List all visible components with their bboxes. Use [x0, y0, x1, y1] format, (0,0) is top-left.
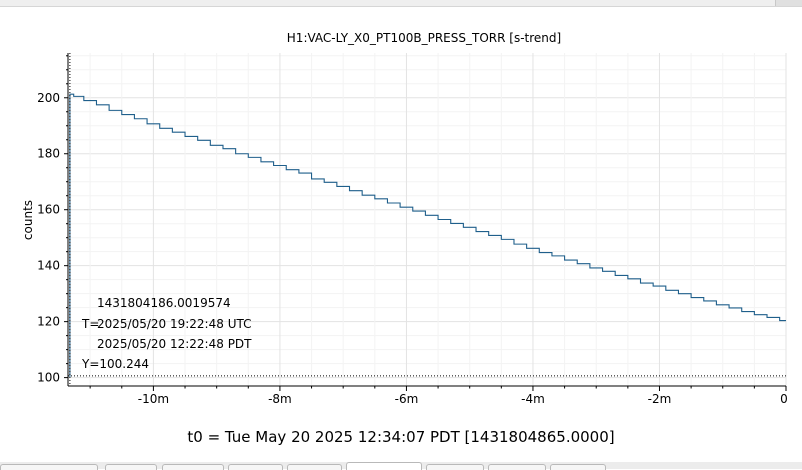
chart-title: H1:VAC-LY_X0_PT100B_PRESS_TORR [s-trend] — [287, 31, 561, 45]
tab-9[interactable] — [550, 464, 606, 470]
tab-7[interactable] — [426, 464, 484, 470]
tab-8[interactable] — [488, 464, 546, 470]
cursor-gps: 1431804186.0019574 — [97, 296, 231, 310]
grid — [68, 53, 787, 386]
tab-6[interactable] — [346, 462, 422, 470]
x-tick-label: -4m — [521, 392, 545, 406]
cursor-y: Y=100.244 — [81, 357, 149, 371]
cursor-utc-prefix: T= — [81, 317, 99, 331]
cursor-readout: 1431804186.0019574 T= 2025/05/20 19:22:4… — [81, 296, 252, 371]
t0-label: t0 = Tue May 20 2025 12:34:07 PDT [14318… — [187, 428, 615, 446]
series-line — [69, 93, 786, 377]
x-tick-label: -10m — [138, 392, 169, 406]
cursor-utc: 2025/05/20 19:22:48 UTC — [97, 317, 251, 331]
y-tick-label: 200 — [37, 91, 60, 105]
tab-2[interactable] — [105, 464, 157, 470]
y-tick-label: 100 — [37, 371, 60, 385]
tab-3[interactable] — [162, 464, 224, 470]
trend-chart[interactable]: H1:VAC-LY_X0_PT100B_PRESS_TORR [s-trend]… — [0, 0, 802, 428]
window-top-edge — [775, 0, 802, 6]
x-tick-label: -6m — [395, 392, 419, 406]
axes — [67, 53, 786, 387]
window-top-bar — [0, 0, 802, 7]
ticks: 100 120 140 160 180 200 -10m -8m -6m -4m -2m 0 — [37, 55, 788, 406]
tab-4[interactable] — [228, 464, 283, 470]
y-tick-label: 180 — [37, 147, 60, 161]
bottom-tab-bar — [0, 462, 802, 470]
y-tick-label: 160 — [37, 203, 60, 217]
x-tick-label: -2m — [648, 392, 672, 406]
tab-1[interactable] — [0, 464, 98, 470]
x-tick-label: 0 — [780, 392, 788, 406]
y-axis-label: counts — [21, 200, 35, 240]
tab-5[interactable] — [287, 464, 342, 470]
series-group — [69, 93, 786, 377]
y-tick-label: 140 — [37, 259, 60, 273]
y-tick-label: 120 — [37, 315, 60, 329]
cursor-pdt: 2025/05/20 12:22:48 PDT — [97, 337, 252, 351]
x-tick-label: -8m — [268, 392, 292, 406]
